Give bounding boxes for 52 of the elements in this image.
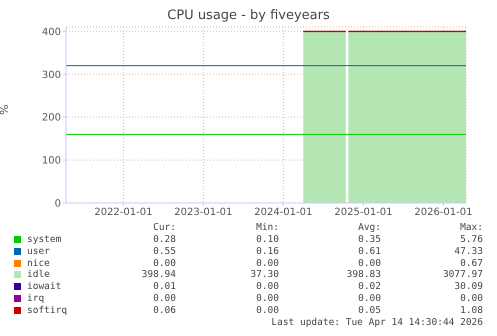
text: 0.00 (358, 258, 381, 269)
text: 0.00 (460, 293, 483, 304)
text: Avg: (358, 222, 381, 233)
legend-label: softirq (27, 304, 68, 316)
legend-label: iowait (27, 281, 62, 292)
text: 47.33 (454, 246, 483, 257)
text: 30.09 (454, 281, 483, 292)
y-tick-label: 0 (54, 198, 61, 210)
text: 0.35 (358, 234, 381, 245)
text: 0.01 (153, 281, 176, 292)
legend-label: idle (27, 269, 50, 280)
x-tick-label: 2025-01-01 (334, 207, 393, 218)
text: 3077.97 (442, 269, 483, 280)
x-tick-label: 2022-01-01 (94, 207, 152, 218)
x-tick-label: 2023-01-01 (174, 207, 232, 218)
y-axis-title: % (0, 104, 11, 115)
text: 0.16 (256, 246, 279, 257)
y-tick-label: 100 (42, 156, 61, 167)
text: 0.00 (256, 258, 279, 269)
text: 0.00 (256, 293, 279, 304)
text: Last update: Tue Apr 14 14:30:44 2026 (271, 316, 483, 328)
text: 0.55 (153, 246, 176, 257)
text: 0.02 (358, 281, 381, 292)
legend-label: irq (27, 293, 44, 304)
text: 398.83 (346, 269, 381, 280)
text: 37.30 (250, 269, 279, 280)
legend-label: user (27, 246, 50, 257)
x-tick-label: 2026-01-01 (414, 207, 472, 218)
y-tick-label: 400 (42, 26, 61, 38)
text: Min: (256, 222, 279, 233)
text: Cur: (153, 222, 176, 233)
text: 0.00 (153, 293, 176, 304)
text: 5.76 (460, 234, 483, 245)
text: 0.28 (153, 234, 176, 245)
text: 398.94 (142, 269, 176, 280)
chart-title: CPU usage - by fiveyears (166, 8, 331, 23)
text: 0.05 (358, 304, 381, 316)
text: 0.10 (256, 234, 279, 245)
text: 0.00 (256, 304, 279, 316)
text: 0.67 (460, 258, 483, 269)
x-tick-label: 2024-01-01 (254, 207, 312, 218)
text: Max: (460, 222, 483, 233)
text: 0.61 (358, 246, 381, 257)
text: 0.00 (153, 258, 176, 269)
text: 0.00 (256, 281, 279, 292)
text: 1.08 (460, 304, 483, 316)
y-tick-label: 300 (42, 70, 61, 81)
text: 0.06 (153, 304, 176, 316)
legend-label: nice (27, 258, 50, 269)
legend-label: system (27, 234, 62, 245)
y-tick-label: 200 (42, 112, 61, 124)
text: 0.00 (358, 293, 381, 304)
